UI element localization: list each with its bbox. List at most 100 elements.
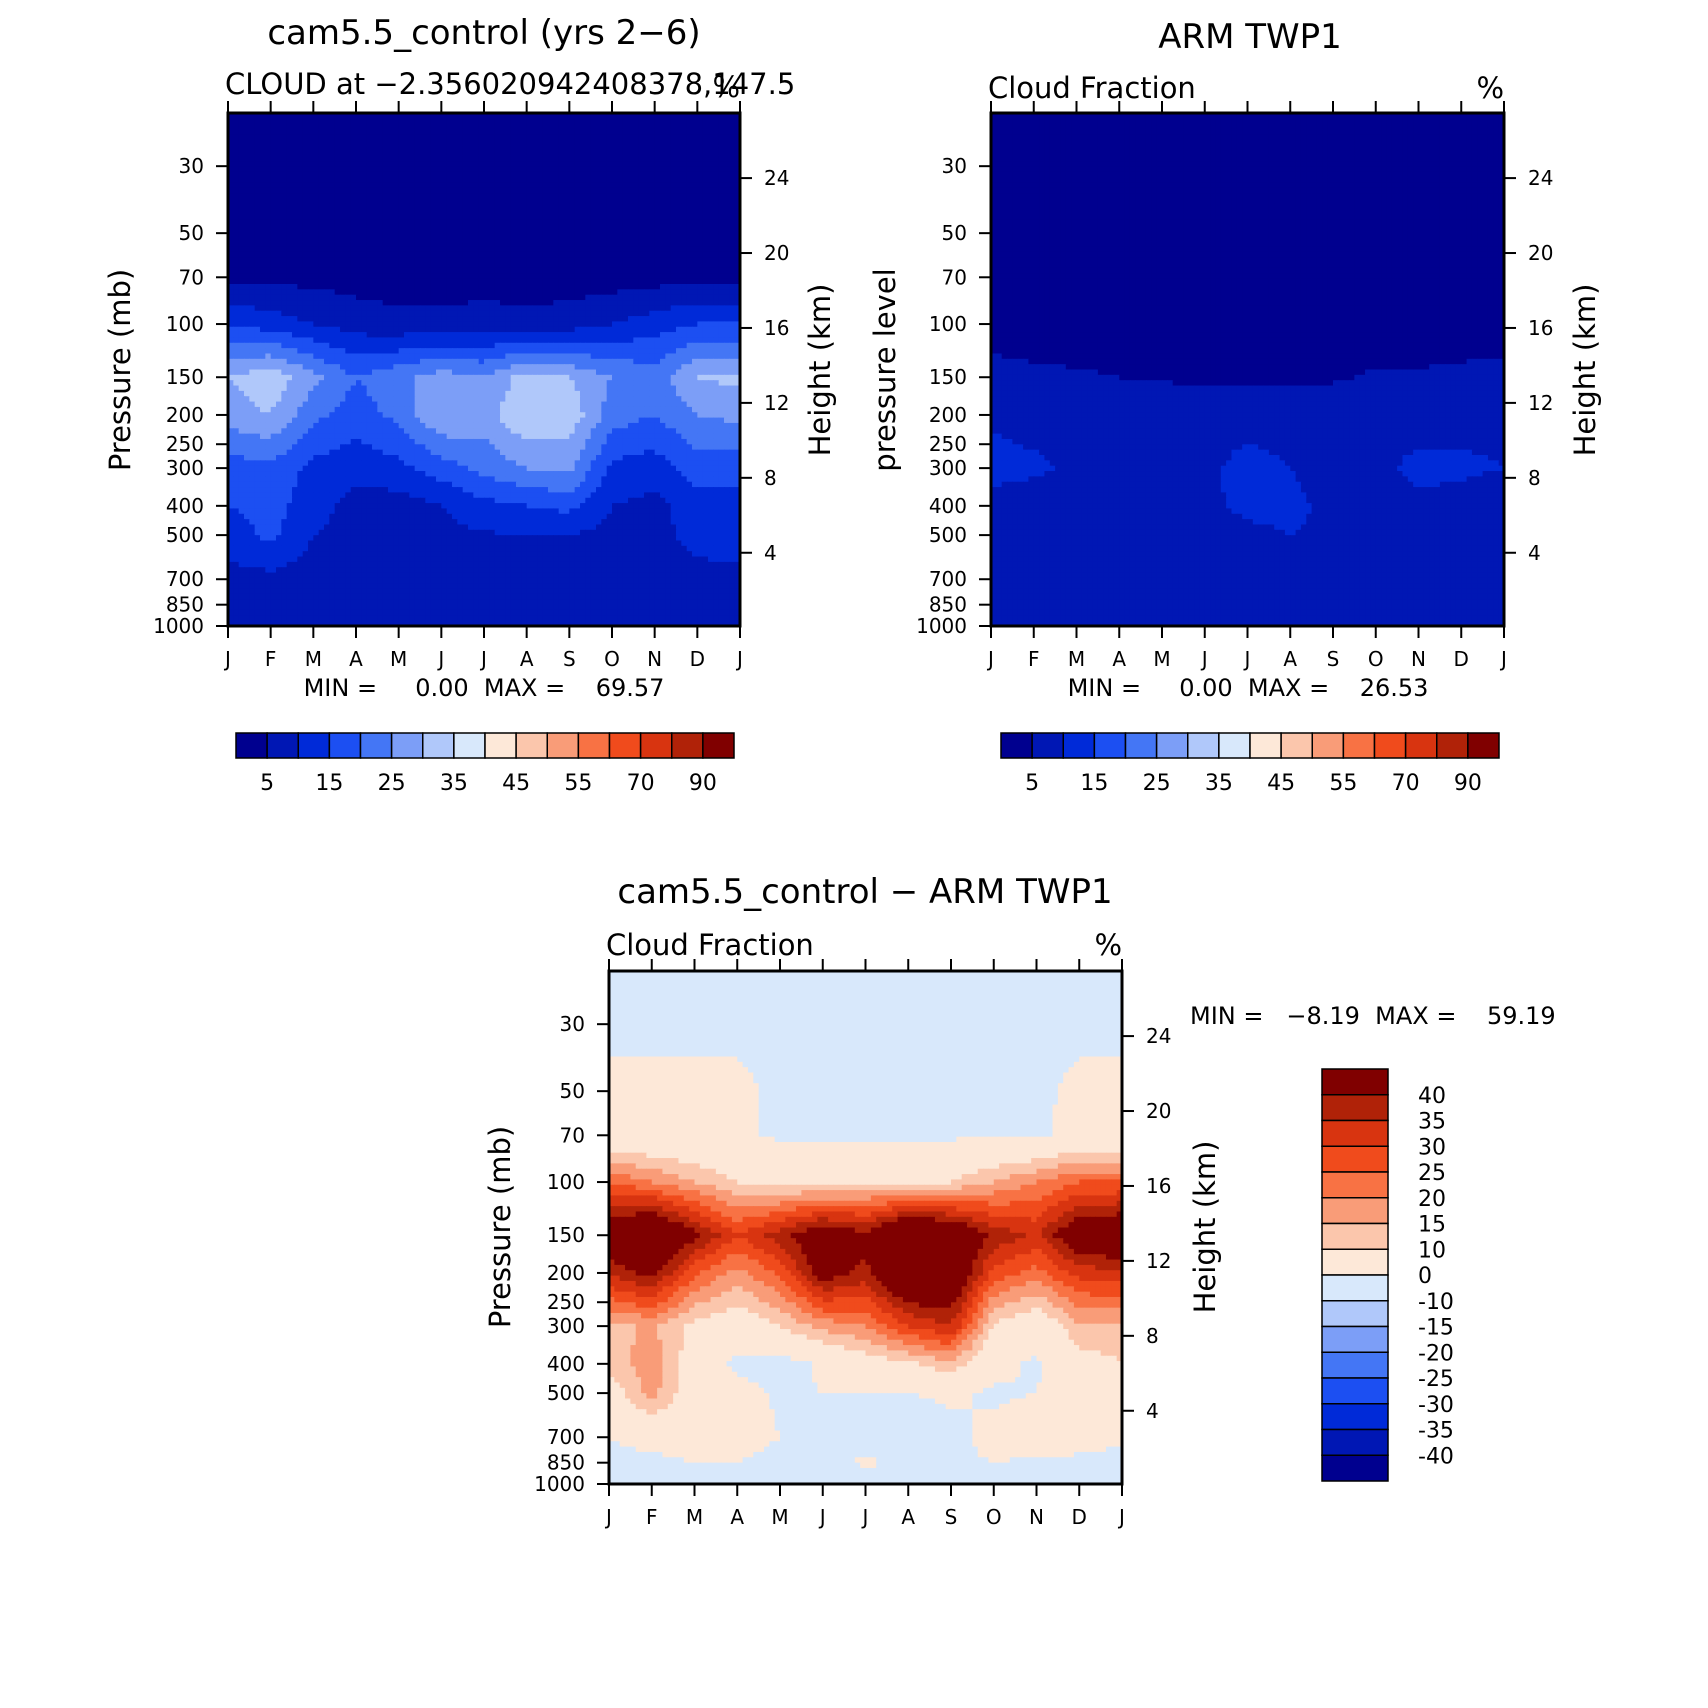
contour-cell (606, 300, 613, 306)
contour-cell (292, 209, 298, 216)
contour-cell (441, 241, 448, 248)
contour-cell (676, 278, 682, 285)
contour-cell (606, 262, 613, 269)
contour-cell (244, 310, 250, 317)
contour-cell (382, 273, 389, 280)
contour-cell (318, 150, 325, 157)
contour-cell (692, 342, 698, 349)
contour-cell (286, 257, 293, 264)
contour-cell (548, 358, 554, 365)
contour-cell (441, 278, 448, 285)
contour-cell (233, 139, 240, 146)
contour-cell (489, 225, 496, 232)
contour-cell (558, 369, 565, 376)
contour-cell (452, 171, 458, 178)
contour-cell (628, 113, 634, 119)
contour-cell (574, 235, 581, 242)
contour-cell (644, 177, 650, 184)
contour-cell (313, 150, 320, 157)
contour-cell (318, 369, 325, 376)
contour-cell (238, 273, 245, 280)
contour-cell (425, 198, 432, 205)
contour-cell (356, 267, 362, 274)
contour-cell (516, 316, 522, 322)
contour-cell (404, 321, 410, 328)
contour-cell (382, 123, 389, 130)
contour-cell (617, 166, 624, 173)
contour-cell (686, 150, 693, 157)
contour-cell (345, 305, 352, 312)
contour-cell (596, 241, 602, 248)
contour-cell (276, 230, 282, 237)
contour-cell (644, 230, 650, 237)
contour-cell (542, 134, 549, 141)
contour-cell (409, 235, 416, 242)
contour-cell (238, 123, 245, 130)
contour-cell (430, 150, 437, 157)
contour-cell (388, 310, 394, 317)
contour-cell (313, 294, 320, 301)
contour-cell (505, 118, 512, 125)
contour-cell (510, 321, 517, 328)
contour-cell (649, 278, 656, 285)
contour-cell (564, 182, 570, 189)
contour-cell (388, 353, 394, 360)
contour-cell (457, 150, 464, 157)
contour-cell (249, 145, 256, 151)
contour-cell (569, 369, 576, 376)
contour-cell (308, 289, 314, 296)
contour-cell (361, 118, 368, 125)
contour-cell (286, 316, 293, 322)
contour-cell (345, 225, 352, 232)
contour-cell (612, 310, 618, 317)
contour-cell (372, 326, 378, 333)
contour-cell (505, 225, 512, 232)
contour-cell (361, 193, 368, 200)
contour-cell (590, 171, 597, 178)
contour-cell (553, 251, 560, 258)
contour-cell (292, 326, 298, 333)
contour-cell (681, 241, 688, 248)
contour-cell (340, 171, 346, 178)
contour-cell (484, 289, 490, 296)
contour-cell (681, 262, 688, 269)
contour-cell (606, 337, 613, 344)
contour-cell (553, 171, 560, 178)
contour-cell (404, 139, 410, 146)
contour-cell (345, 364, 352, 371)
contour-cell (558, 219, 565, 226)
contour-cell (548, 369, 554, 376)
contour-cell (526, 305, 533, 312)
contour-cell (558, 294, 565, 301)
contour-cell (388, 332, 394, 339)
contour-cell (633, 342, 640, 349)
contour-cell (420, 145, 426, 151)
contour-cell (329, 332, 336, 339)
contour-cell (702, 235, 709, 242)
contour-cell (233, 332, 240, 339)
contour-cell (548, 294, 554, 301)
contour-cell (249, 337, 256, 344)
contour-cell (302, 150, 309, 157)
contour-cell (254, 134, 261, 141)
contour-cell (681, 134, 688, 141)
contour-cell (228, 342, 234, 349)
contour-cell (244, 257, 250, 264)
contour-cell (361, 289, 368, 296)
contour-cell (308, 241, 314, 248)
contour-cell (494, 385, 501, 392)
contour-cell (308, 246, 314, 253)
contour-cell (345, 326, 352, 333)
contour-cell (729, 251, 736, 258)
contour-cell (372, 230, 378, 237)
contour-cell (516, 369, 522, 376)
contour-cell (644, 203, 650, 210)
contour-cell (697, 305, 704, 312)
contour-cell (670, 225, 677, 232)
contour-cell (564, 337, 570, 344)
contour-cell (729, 118, 736, 125)
contour-cell (233, 198, 240, 205)
contour-cell (569, 364, 576, 371)
contour-cell (340, 337, 346, 344)
contour-cell (276, 289, 282, 296)
